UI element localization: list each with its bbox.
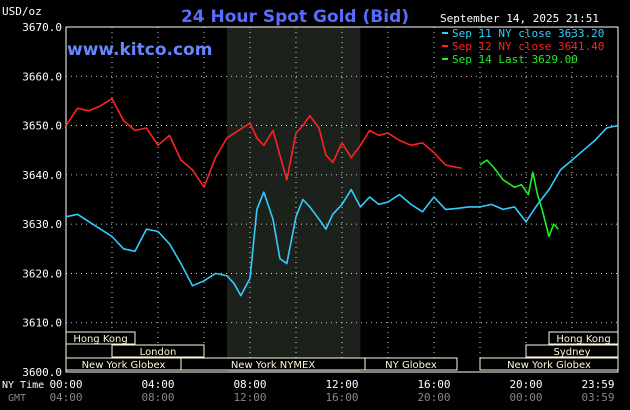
market-bar [111,344,205,358]
plot-frame [65,26,619,373]
x-tick-label-gmt: 03:59 [581,391,614,404]
x-tick-label-gmt: 16:00 [325,391,358,404]
x-tick-label-gmt: 08:00 [141,391,174,404]
x-tick-label-gmt: 12:00 [233,391,266,404]
y-tick-label: 3620.0 [22,267,62,280]
ny-time-label: NY Time [2,380,44,391]
market-bar [548,331,619,345]
legend-entry: Sep 11 NY close 3633.20 [452,27,604,40]
market-bar-label: London [140,347,177,358]
chart-grid [65,26,619,373]
market-bar-label: New York Globex [507,360,591,371]
x-tick-label-gmt: 04:00 [49,391,82,404]
series-line-1 [65,124,618,297]
x-tick-label-ny: 20:00 [509,378,542,391]
legend-entry: Sep 12 NY close 3641.40 [452,40,604,53]
y-tick-label: 3660.0 [22,70,62,83]
x-tick-label-ny: 23:59 [581,378,614,391]
y-axis-tick-labels: 3600.0 3610.0 3620.0 3630.0 3640.0 3650.0 3660… [22,21,62,379]
x-tick-label-ny: 04:00 [141,378,174,391]
x-tick-label-ny: 08:00 [233,378,266,391]
y-tick-label: 3610.0 [22,317,62,330]
market-session-bars: Hong Kong Hong Kong London Sydney New York G… [65,331,619,371]
x-tick-label-ny: 16:00 [417,378,450,391]
x-tick-label-gmt: 00:00 [509,391,542,404]
chart-title: 24 Hour Spot Gold (Bid) [181,7,409,27]
nymex-session-shade [227,27,361,372]
market-bar [479,357,619,371]
gmt-label: GMT [8,393,26,404]
x-tick-label-ny: 00:00 [49,378,82,391]
y-tick-label: 3630.0 [22,218,62,231]
y-tick-label: 3670.0 [22,21,62,34]
market-bar-label: Hong Kong [73,334,127,345]
y-tick-label: 3600.0 [22,366,62,379]
series-line-2 [65,97,462,188]
x-tick-label-ny: 12:00 [325,378,358,391]
market-bar [65,331,136,345]
price-series [65,97,618,297]
series-line-3 [479,159,559,238]
y-tick-label: 3640.0 [22,169,62,182]
x-axis-tick-labels: 00:00 04:00 08:00 12:00 16:00 20:00 23:5904:00… [49,378,614,404]
market-bar [364,357,458,371]
legend-entry: Sep 14 Last 3629.00 [452,53,578,66]
site-watermark: www.kitco.com [67,40,212,60]
market-bar-label: New York Globex [82,360,166,371]
market-bar-label: Sydney [553,347,590,358]
market-bar-label: NY Globex [385,360,437,371]
market-bar-label: New York NYMEX [231,360,316,371]
market-bar [525,344,619,358]
unit-label: USD/oz [2,5,42,18]
market-bar-label: Hong Kong [556,334,610,345]
x-tick-label-gmt: 20:00 [417,391,450,404]
y-tick-label: 3650.0 [22,120,62,133]
timestamp: September 14, 2025 21:51 [440,12,599,25]
